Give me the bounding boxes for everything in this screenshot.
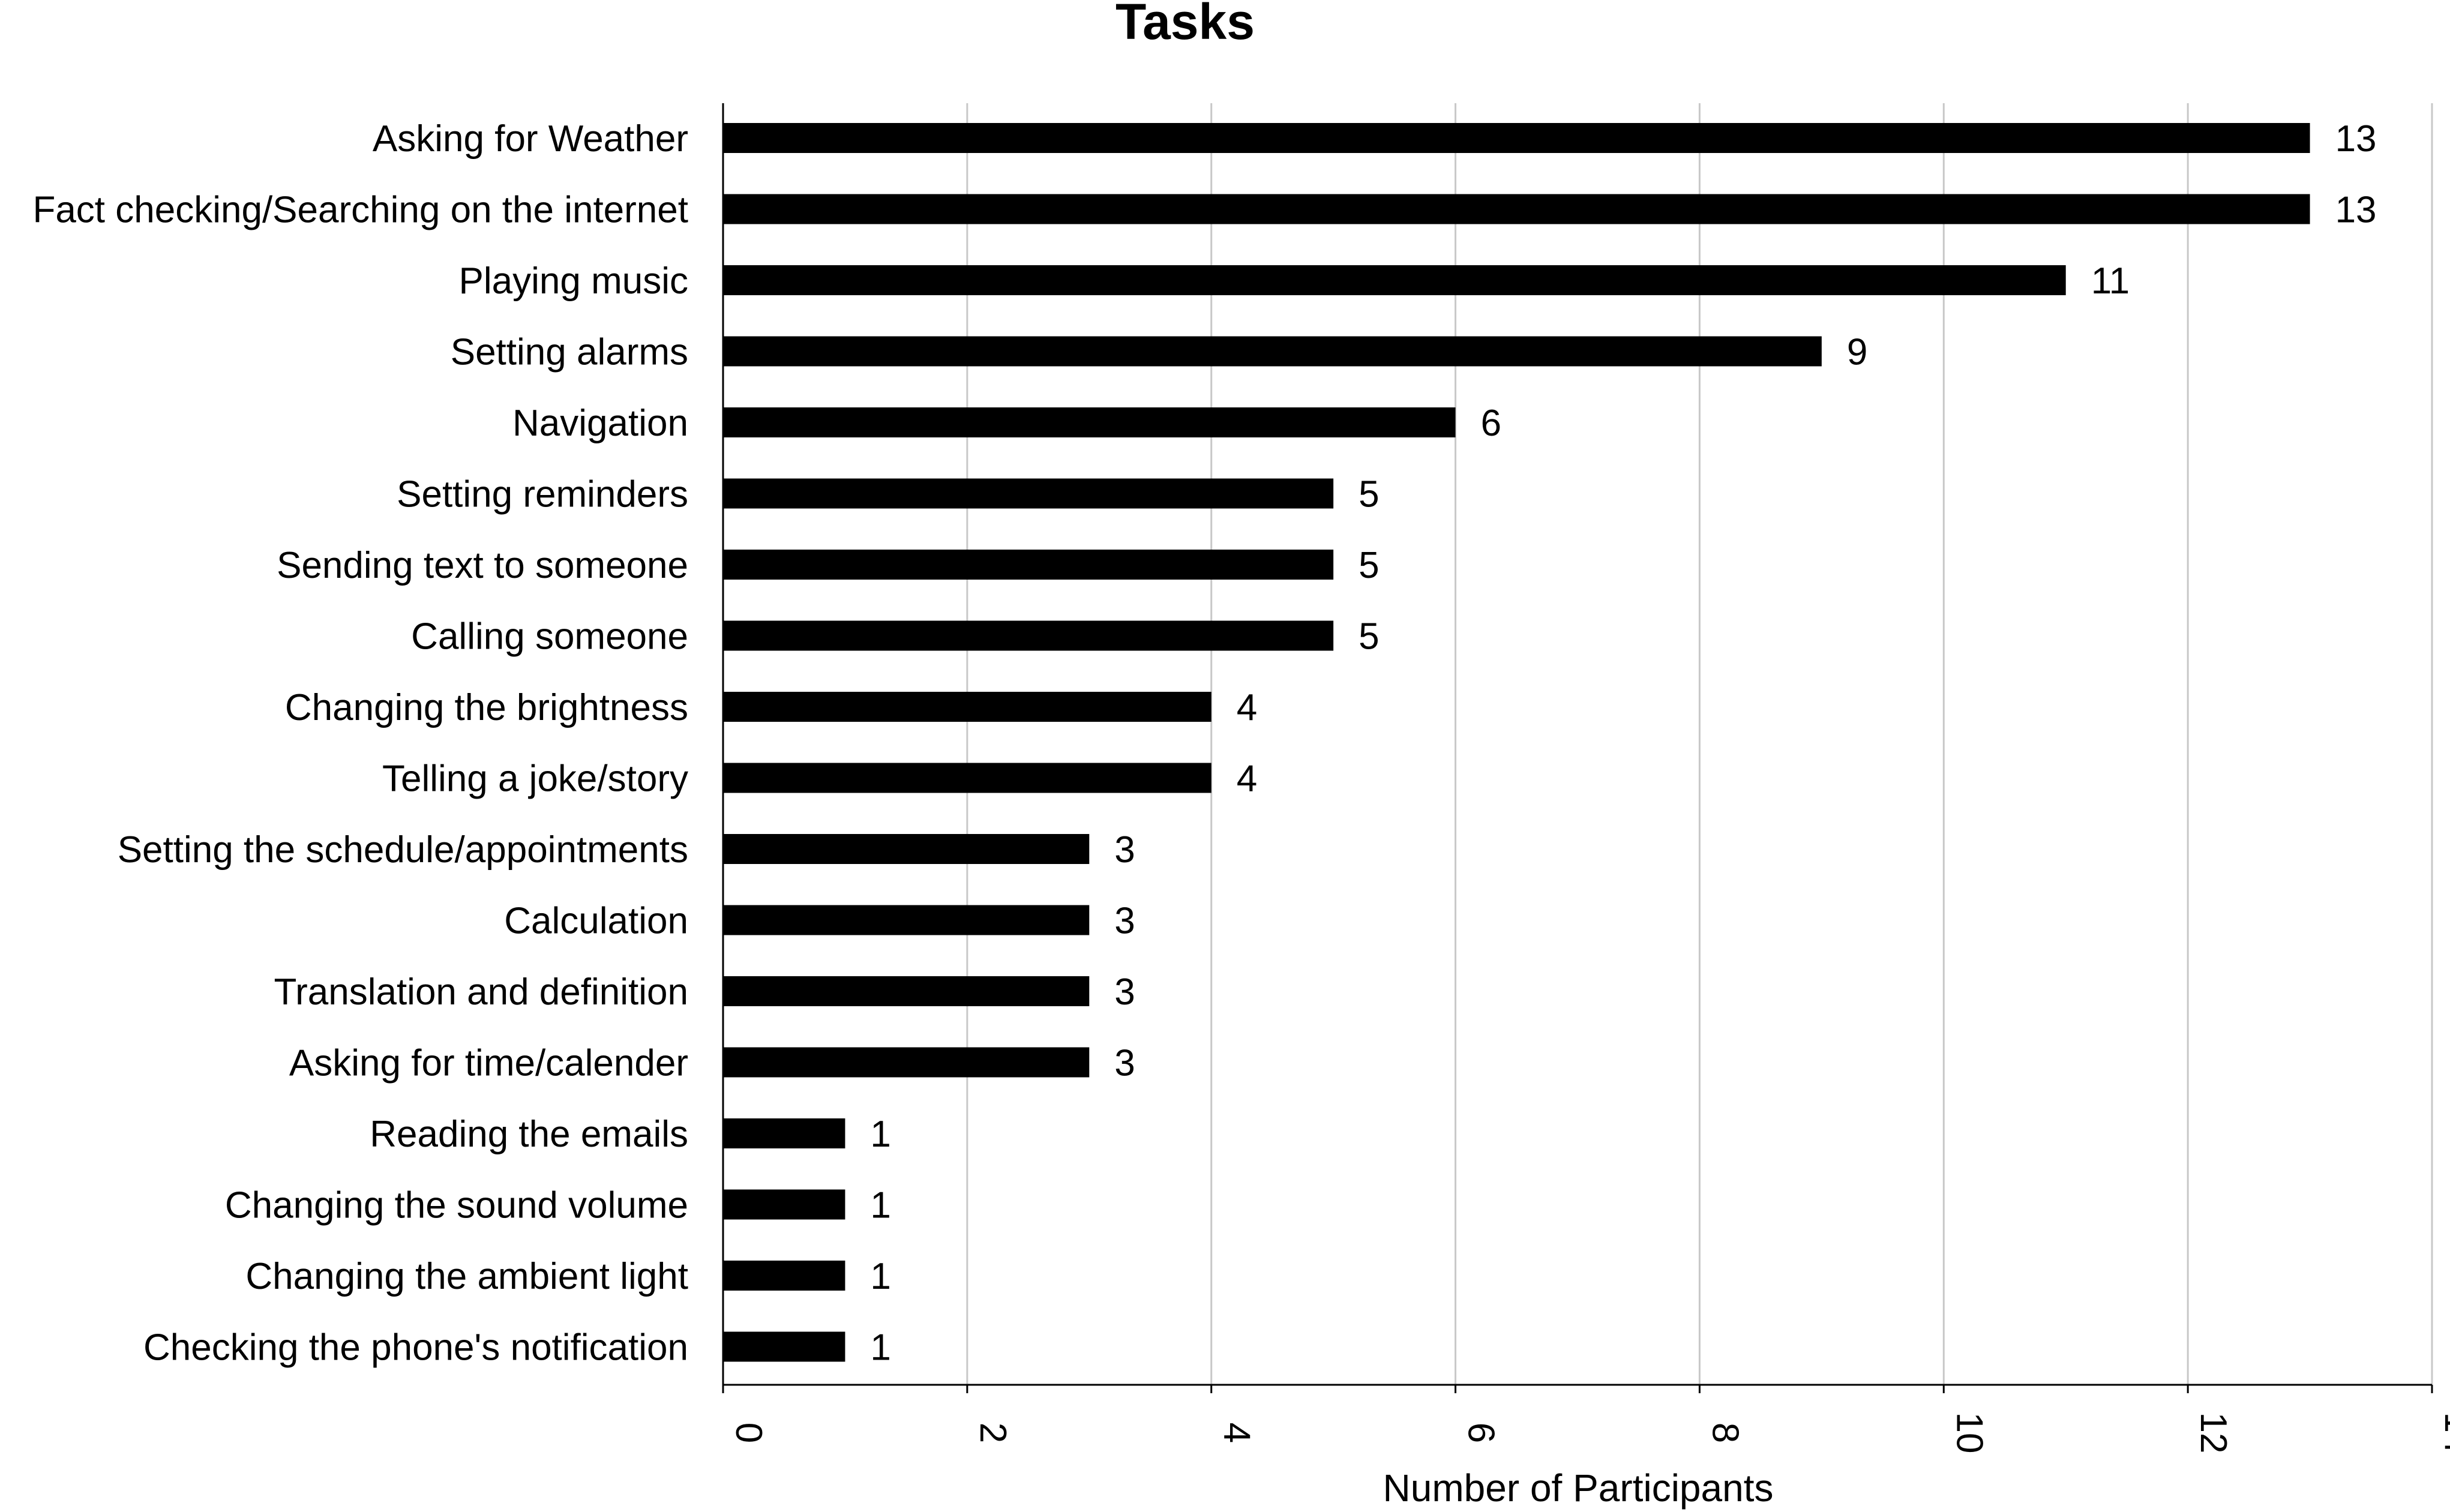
data-label: 5 <box>1359 616 1379 658</box>
data-label: 1 <box>870 1185 890 1226</box>
axes <box>722 103 2433 1393</box>
bar <box>723 976 1090 1006</box>
gridlines <box>966 103 2433 1385</box>
category-label: Navigation <box>512 403 688 444</box>
category-label: Asking for time/calender <box>289 1043 688 1084</box>
bar <box>723 407 1456 437</box>
x-tick-label: 6 <box>1461 1423 1502 1443</box>
data-label: 5 <box>1359 474 1379 515</box>
data-label: 4 <box>1237 687 1257 728</box>
data-label: 3 <box>1114 1043 1135 1084</box>
category-label: Asking for Weather <box>373 118 688 160</box>
bar <box>723 1189 845 1220</box>
bar <box>723 692 1211 722</box>
category-label: Sending text to someone <box>277 545 688 586</box>
data-label: 6 <box>1481 403 1501 444</box>
bar <box>723 550 1334 580</box>
data-label: 3 <box>1114 971 1135 1013</box>
category-label: Changing the ambient light <box>245 1256 688 1297</box>
category-label: Setting the schedule/appointments <box>118 829 688 871</box>
chart-title: Tasks <box>1115 0 1255 50</box>
data-label: 9 <box>1847 332 1867 373</box>
category-label: Setting alarms <box>451 332 688 373</box>
category-label: Setting reminders <box>397 474 688 515</box>
category-label: Fact checking/Searching on the internet <box>32 190 688 231</box>
bar <box>723 1118 845 1148</box>
x-tick-label: 12 <box>2193 1412 2234 1454</box>
data-label: 3 <box>1114 901 1135 942</box>
x-tick-label: 4 <box>1216 1423 1258 1443</box>
x-tick-label: 2 <box>972 1423 1013 1443</box>
data-label: 1 <box>870 1256 890 1297</box>
bar <box>723 1261 845 1291</box>
data-label: 1 <box>870 1327 890 1369</box>
bar <box>723 194 2310 224</box>
data-label: 11 <box>2091 260 2130 302</box>
category-label: Calculation <box>504 901 688 942</box>
category-label: Telling a joke/story <box>382 758 688 800</box>
bar <box>723 834 1090 864</box>
x-tick-label: 0 <box>728 1423 769 1443</box>
data-label: 13 <box>2335 190 2377 231</box>
category-label: Playing music <box>459 260 688 302</box>
data-label: 5 <box>1359 545 1379 586</box>
bar <box>723 478 1334 509</box>
category-label: Calling someone <box>411 616 688 658</box>
data-label: 3 <box>1114 829 1135 871</box>
data-label: 4 <box>1237 758 1257 800</box>
bars <box>723 123 2310 1362</box>
category-label: Reading the emails <box>370 1114 688 1155</box>
data-label: 13 <box>2335 118 2377 160</box>
bar <box>723 620 1334 651</box>
x-axis-title: Number of Participants <box>1383 1466 1774 1510</box>
category-label: Checking the phone's notification <box>143 1327 688 1369</box>
x-tick-label: 10 <box>1948 1412 1990 1454</box>
bar <box>723 123 2310 153</box>
bar <box>723 763 1211 793</box>
category-label: Translation and definition <box>274 971 688 1013</box>
x-tick-label: 8 <box>1704 1423 1746 1443</box>
bar <box>723 905 1090 935</box>
category-label: Changing the sound volume <box>225 1185 688 1226</box>
data-label: 1 <box>870 1114 890 1155</box>
category-label: Changing the brightness <box>285 687 688 728</box>
bar <box>723 1331 845 1362</box>
bar <box>723 336 1822 367</box>
bar <box>723 1047 1090 1078</box>
x-tick-labels: 0 2 4 6 8 10 12 14 <box>728 1412 2450 1454</box>
category-labels: Asking for Weather Fact checking/Searchin… <box>32 118 688 1369</box>
x-tick-label: 14 <box>2437 1412 2450 1454</box>
bar <box>723 265 2066 295</box>
